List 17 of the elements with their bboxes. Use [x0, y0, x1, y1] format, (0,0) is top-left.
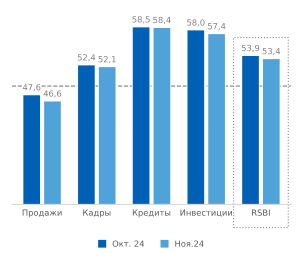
data-label: 53,9 [242, 44, 260, 52]
data-label: 46,6 [44, 90, 62, 98]
x-tick-label: Кредиты [132, 210, 170, 218]
x-tick-label: Инвестиции [180, 210, 232, 217]
data-label: 53,4 [262, 48, 280, 56]
data-label: 57,4 [208, 23, 226, 30]
data-label: 58,4 [153, 16, 171, 24]
data-label: 47,6 [22, 84, 40, 92]
legend-label: Окт. 24 [112, 240, 144, 247]
data-label: 58,0 [187, 19, 205, 26]
data-label: 52,4 [78, 54, 96, 62]
data-label: 52,1 [98, 56, 116, 64]
x-tick-label: RSBI [252, 209, 270, 216]
data-label: 58,5 [132, 16, 150, 24]
x-tick-label: Кадры [83, 210, 110, 218]
x-tick-label: Продажи [22, 210, 62, 218]
legend-label: Ноя.24 [175, 240, 204, 247]
